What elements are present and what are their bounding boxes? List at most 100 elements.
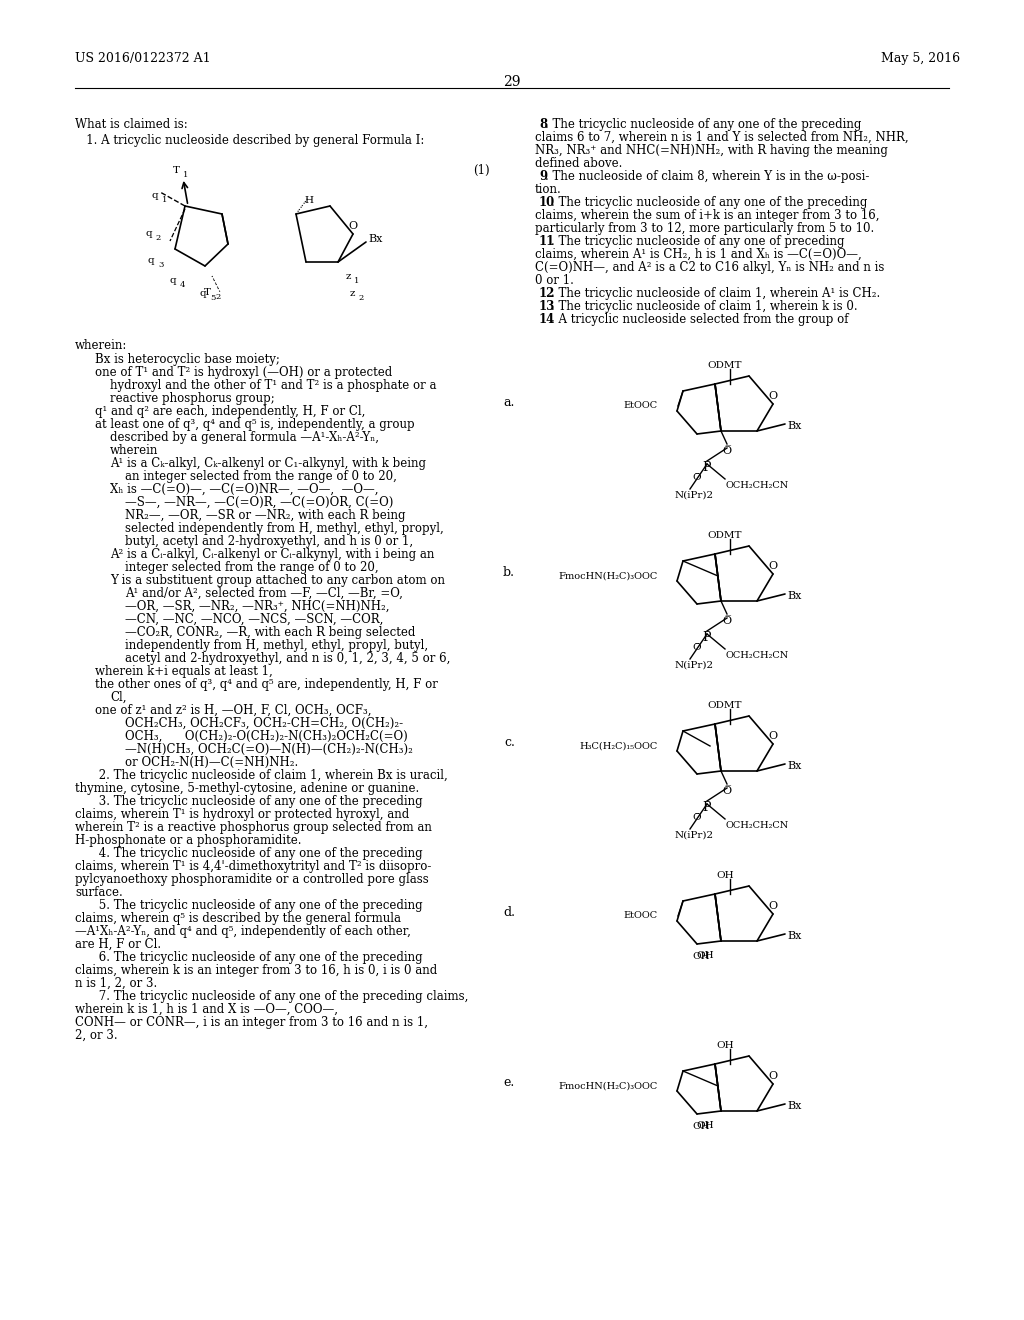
Text: Xₕ is —C(=O)—, —C(=O)NR—, —O—,  —O—,: Xₕ is —C(=O)—, —C(=O)NR—, —O—, —O—, (110, 483, 379, 496)
Text: at least one of q³, q⁴ and q⁵ is, independently, a group: at least one of q³, q⁴ and q⁵ is, indepe… (95, 418, 415, 432)
Text: e.: e. (504, 1076, 515, 1089)
Text: —A¹Xₕ-A²-Yₙ, and q⁴ and q⁵, independently of each other,: —A¹Xₕ-A²-Yₙ, and q⁴ and q⁵, independentl… (75, 925, 411, 939)
Text: thymine, cytosine, 5-methyl-cytosine, adenine or guanine.: thymine, cytosine, 5-methyl-cytosine, ad… (75, 781, 419, 795)
Text: 5. The tricyclic nucleoside of any one of the preceding: 5. The tricyclic nucleoside of any one o… (95, 899, 423, 912)
Text: 2: 2 (215, 293, 220, 301)
Text: OH: OH (696, 950, 714, 960)
Text: particularly from 3 to 12, more particularly from 5 to 10.: particularly from 3 to 12, more particul… (535, 222, 874, 235)
Text: OCH₃,      O(CH₂)₂-O(CH₂)₂-N(CH₃)₂OCH₂C(=O): OCH₃, O(CH₂)₂-O(CH₂)₂-N(CH₃)₂OCH₂C(=O) (125, 730, 408, 743)
Text: O̅: O̅ (723, 616, 731, 626)
Text: 8: 8 (539, 117, 547, 131)
Text: O: O (348, 220, 357, 231)
Text: 0 or 1.: 0 or 1. (535, 275, 573, 286)
Text: 4: 4 (180, 281, 185, 289)
Text: O: O (768, 731, 777, 741)
Text: OCH₂CH₃, OCH₂CF₃, OCH₂-CH=CH₂, O(CH₂)₂-: OCH₂CH₃, OCH₂CF₃, OCH₂-CH=CH₂, O(CH₂)₂- (125, 717, 403, 730)
Text: O: O (768, 902, 777, 911)
Text: O̅: O̅ (692, 813, 701, 822)
Text: surface.: surface. (75, 886, 123, 899)
Text: 3: 3 (158, 261, 164, 269)
Text: Bx: Bx (787, 762, 802, 771)
Text: A¹ is a Cₖ-alkyl, Cₖ-alkenyl or C₁-alkynyl, with k being: A¹ is a Cₖ-alkyl, Cₖ-alkenyl or C₁-alkyn… (110, 457, 426, 470)
Text: 5: 5 (210, 294, 215, 302)
Text: What is claimed is:: What is claimed is: (75, 117, 187, 131)
Text: H: H (304, 195, 313, 205)
Text: z: z (350, 289, 355, 298)
Text: May 5, 2016: May 5, 2016 (881, 51, 961, 65)
Text: 11: 11 (539, 235, 555, 248)
Text: q: q (145, 228, 152, 238)
Text: Bx is heterocyclic base moiety;: Bx is heterocyclic base moiety; (95, 352, 280, 366)
Text: . The tricyclic nucleoside of any one of preceding: . The tricyclic nucleoside of any one of… (551, 235, 844, 248)
Text: OCH₂CH₂CN: OCH₂CH₂CN (725, 821, 788, 830)
Text: 1: 1 (354, 277, 359, 285)
Text: ODMT: ODMT (708, 701, 742, 710)
Text: or OCH₂-N(H)—C(=NH)NH₂.: or OCH₂-N(H)—C(=NH)NH₂. (125, 756, 298, 770)
Text: FmocHN(H₂C)₃OOC: FmocHN(H₂C)₃OOC (559, 572, 658, 581)
Text: —CO₂R, CONR₂, —R, with each R being selected: —CO₂R, CONR₂, —R, with each R being sele… (125, 626, 416, 639)
Text: one of T¹ and T² is hydroxyl (—OH) or a protected: one of T¹ and T² is hydroxyl (—OH) or a … (95, 366, 392, 379)
Text: 14: 14 (539, 313, 555, 326)
Text: OH: OH (716, 871, 734, 880)
Text: . The nucleoside of claim 8, wherein Y is in the ω-posi-: . The nucleoside of claim 8, wherein Y i… (545, 170, 869, 183)
Text: q: q (148, 256, 155, 265)
Text: O̅: O̅ (692, 473, 701, 482)
Text: . The tricyclic nucleoside of any one of the preceding: . The tricyclic nucleoside of any one of… (551, 195, 867, 209)
Text: claims, wherein A¹ is CH₂, h is 1 and Xₕ is —C(=O)O—,: claims, wherein A¹ is CH₂, h is 1 and Xₕ… (535, 248, 862, 261)
Text: integer selected from the range of 0 to 20,: integer selected from the range of 0 to … (125, 561, 379, 574)
Text: wherein k is 1, h is 1 and X is —O—, COO—,: wherein k is 1, h is 1 and X is —O—, COO… (75, 1003, 338, 1016)
Text: 7. The tricyclic nucleoside of any one of the preceding claims,: 7. The tricyclic nucleoside of any one o… (95, 990, 468, 1003)
Text: 9: 9 (539, 170, 547, 183)
Text: a.: a. (504, 396, 515, 409)
Text: —CN, —NC, —NCO, —NCS, —SCN, —COR,: —CN, —NC, —NCO, —NCS, —SCN, —COR, (125, 612, 383, 626)
Text: EtOOC: EtOOC (624, 912, 658, 920)
Text: an integer selected from the range of 0 to 20,: an integer selected from the range of 0 … (125, 470, 397, 483)
Text: —S—, —NR—, —C(=O)R, —C(=O)OR, C(=O): —S—, —NR—, —C(=O)R, —C(=O)OR, C(=O) (125, 496, 393, 510)
Text: claims, wherein q⁵ is described by the general formula: claims, wherein q⁵ is described by the g… (75, 912, 401, 925)
Text: ODMT: ODMT (708, 531, 742, 540)
Text: O̅: O̅ (723, 446, 731, 455)
Text: H-phosphonate or a phosphoramidite.: H-phosphonate or a phosphoramidite. (75, 834, 301, 847)
Text: q: q (170, 276, 176, 285)
Text: selected independently from H, methyl, ethyl, propyl,: selected independently from H, methyl, e… (125, 521, 443, 535)
Text: ODMT: ODMT (708, 360, 742, 370)
Text: 10: 10 (539, 195, 555, 209)
Text: EtOOC: EtOOC (624, 401, 658, 411)
Text: C(=O)NH—, and A² is a C2 to C16 alkyl, Yₙ is NH₂ and n is: C(=O)NH—, and A² is a C2 to C16 alkyl, Y… (535, 261, 885, 275)
Text: N(iPr)2: N(iPr)2 (675, 661, 714, 671)
Text: CONH— or CONR—, i is an integer from 3 to 16 and n is 1,: CONH— or CONR—, i is an integer from 3 t… (75, 1016, 428, 1030)
Text: claims, wherein k is an integer from 3 to 16, h is 0, i is 0 and: claims, wherein k is an integer from 3 t… (75, 964, 437, 977)
Text: 2: 2 (358, 294, 364, 302)
Text: wherein T² is a reactive phosphorus group selected from an: wherein T² is a reactive phosphorus grou… (75, 821, 432, 834)
Text: one of z¹ and z² is H, —OH, F, Cl, OCH₃, OCF₃,: one of z¹ and z² is H, —OH, F, Cl, OCH₃,… (95, 704, 372, 717)
Text: H₃C(H₂C)₁₅OOC: H₃C(H₂C)₁₅OOC (580, 742, 658, 751)
Text: wherein: wherein (110, 444, 159, 457)
Text: (1): (1) (473, 164, 490, 177)
Text: claims 6 to 7, wherein n is 1 and Y is selected from NH₂, NHR,: claims 6 to 7, wherein n is 1 and Y is s… (535, 131, 908, 144)
Text: N(iPr)2: N(iPr)2 (675, 491, 714, 500)
Text: N(iPr)2: N(iPr)2 (675, 832, 714, 840)
Text: tion.: tion. (535, 183, 562, 195)
Text: O: O (768, 1071, 777, 1081)
Text: —N(H)CH₃, OCH₂C(=O)—N(H)—(CH₂)₂-N(CH₃)₂: —N(H)CH₃, OCH₂C(=O)—N(H)—(CH₂)₂-N(CH₃)₂ (125, 743, 413, 756)
Text: OH: OH (692, 1122, 710, 1131)
Text: Bx: Bx (787, 1101, 802, 1111)
Text: 29: 29 (503, 75, 521, 88)
Text: OH: OH (692, 952, 710, 961)
Text: T: T (172, 166, 179, 176)
Text: butyl, acetyl and 2-hydroxyethyl, and h is 0 or 1,: butyl, acetyl and 2-hydroxyethyl, and h … (125, 535, 413, 548)
Text: 1: 1 (162, 195, 167, 205)
Text: US 2016/0122372 A1: US 2016/0122372 A1 (75, 51, 211, 65)
Text: A¹ and/or A², selected from —F, —Cl, —Br, =O,: A¹ and/or A², selected from —F, —Cl, —Br… (125, 587, 402, 601)
Text: NR₂—, —OR, —SR or —NR₂, with each R being: NR₂—, —OR, —SR or —NR₂, with each R bein… (125, 510, 406, 521)
Text: 1: 1 (183, 172, 188, 180)
Text: P: P (702, 631, 712, 644)
Text: OCH₂CH₂CN: OCH₂CH₂CN (725, 651, 788, 660)
Text: d.: d. (503, 906, 515, 919)
Text: O: O (768, 561, 777, 572)
Text: claims, wherein T¹ is hydroxyl or protected hyroxyl, and: claims, wherein T¹ is hydroxyl or protec… (75, 808, 410, 821)
Text: independently from H, methyl, ethyl, propyl, butyl,: independently from H, methyl, ethyl, pro… (125, 639, 428, 652)
Text: OH: OH (716, 1041, 734, 1049)
Text: 2. The tricyclic nucleoside of claim 1, wherein Bx is uracil,: 2. The tricyclic nucleoside of claim 1, … (95, 770, 447, 781)
Text: acetyl and 2-hydroxyethyl, and n is 0, 1, 2, 3, 4, 5 or 6,: acetyl and 2-hydroxyethyl, and n is 0, 1… (125, 652, 451, 665)
